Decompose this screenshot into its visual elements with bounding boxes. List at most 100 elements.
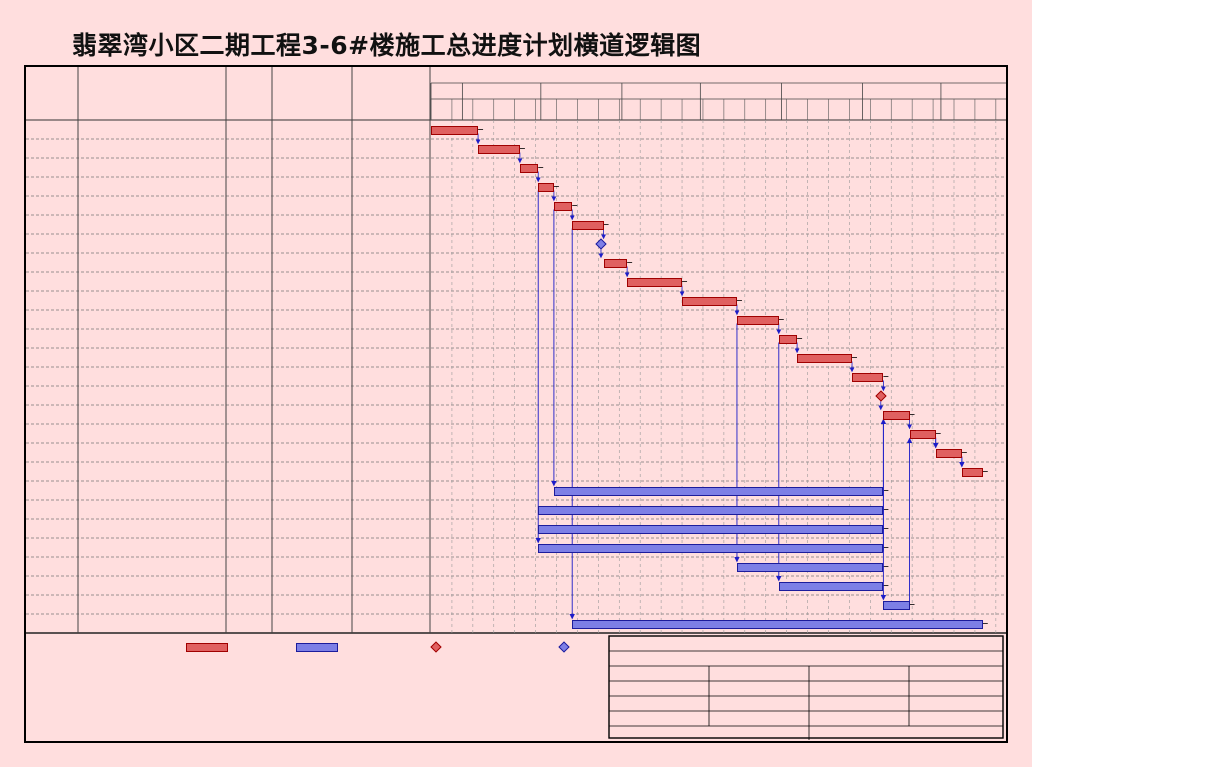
- info-fuze-label: [809, 666, 909, 681]
- task-end: [352, 367, 430, 386]
- info-period-label: [809, 711, 909, 726]
- task-end: [352, 120, 430, 139]
- info-period-value: [909, 711, 1003, 726]
- task-end: [352, 519, 430, 538]
- normal-task-bar: [478, 144, 520, 154]
- task-start: [272, 234, 352, 253]
- task-duration: [226, 367, 272, 386]
- info-jiaodui-label: [609, 711, 709, 726]
- info-start-label: [809, 681, 909, 696]
- task-end: [352, 139, 430, 158]
- task-duration: [226, 253, 272, 272]
- task-start: [272, 310, 352, 329]
- task-start: [272, 595, 352, 614]
- task-start: [272, 481, 352, 500]
- normal-task-bar: [603, 258, 628, 268]
- task-end: [352, 500, 430, 519]
- month-label: [622, 83, 700, 99]
- year-label: [431, 67, 1006, 83]
- chart-page: 翡翠湾小区二期工程3-6#楼施工总进度计划横道逻辑图: [0, 0, 1032, 767]
- month-label: [941, 83, 1006, 99]
- task-end: [352, 595, 430, 614]
- critical-task-bar: [538, 505, 884, 515]
- task-end: [352, 386, 430, 405]
- task-duration: [226, 462, 272, 481]
- task-duration: [226, 614, 272, 633]
- task-duration: [226, 120, 272, 139]
- task-duration: [226, 177, 272, 196]
- month-label: [862, 83, 940, 99]
- task-duration: [226, 215, 272, 234]
- normal-task-bar: [553, 201, 573, 211]
- task-duration: [226, 595, 272, 614]
- month-label: [431, 83, 462, 99]
- task-start: [272, 614, 352, 633]
- critical-task-bar: [778, 581, 884, 591]
- task-duration: [226, 538, 272, 557]
- task-start: [272, 462, 352, 481]
- month-label: [781, 83, 862, 99]
- critical-task-bar: [883, 600, 910, 610]
- task-end: [352, 272, 430, 291]
- normal-task-bar: [682, 296, 737, 306]
- task-duration: [226, 500, 272, 519]
- task-start: [272, 196, 352, 215]
- task-end: [352, 177, 430, 196]
- info-end-label: [809, 696, 909, 711]
- task-end: [352, 424, 430, 443]
- task-end: [352, 538, 430, 557]
- info-company: [609, 651, 1003, 666]
- task-duration: [226, 139, 272, 158]
- task-start: [272, 405, 352, 424]
- legend-normal-bar: [186, 643, 228, 652]
- task-duration: [226, 405, 272, 424]
- task-end: [352, 348, 430, 367]
- task-duration: [226, 329, 272, 348]
- task-end: [352, 158, 430, 177]
- critical-task-bar: [736, 562, 884, 572]
- task-end: [352, 576, 430, 595]
- task-start: [272, 158, 352, 177]
- header-name: [78, 67, 226, 120]
- task-start: [272, 519, 352, 538]
- normal-task-bar: [778, 334, 798, 344]
- gantt-frame: [24, 65, 1008, 743]
- normal-task-bar: [961, 467, 983, 477]
- task-duration: [226, 234, 272, 253]
- normal-task-bar: [736, 315, 779, 325]
- info-bianzhi-label: [609, 666, 709, 681]
- critical-task-bar: [572, 619, 983, 629]
- header-start: [272, 67, 352, 120]
- task-duration: [226, 196, 272, 215]
- task-start: [272, 329, 352, 348]
- info-date: [809, 726, 1003, 740]
- task-start: [272, 253, 352, 272]
- task-end: [352, 310, 430, 329]
- month-label: [700, 83, 781, 99]
- normal-task-bar: [431, 125, 479, 135]
- info-huitu-label: [609, 681, 709, 696]
- task-duration: [226, 481, 272, 500]
- task-end: [352, 234, 430, 253]
- task-start: [272, 348, 352, 367]
- critical-task-bar: [538, 524, 884, 534]
- critical-task-bar: [553, 486, 884, 496]
- task-duration: [226, 424, 272, 443]
- normal-task-bar: [519, 163, 539, 173]
- task-start: [272, 500, 352, 519]
- normal-task-bar: [538, 182, 554, 192]
- task-duration: [226, 272, 272, 291]
- task-end: [352, 196, 430, 215]
- task-duration: [226, 519, 272, 538]
- info-title: [609, 636, 1003, 651]
- normal-task-bar: [909, 429, 936, 439]
- normal-task-bar: [852, 372, 884, 382]
- task-end: [352, 443, 430, 462]
- task-duration: [226, 348, 272, 367]
- task-start: [272, 139, 352, 158]
- task-start: [272, 443, 352, 462]
- legend-critical-bar: [296, 643, 338, 652]
- info-end-value: [909, 696, 1003, 711]
- task-duration: [226, 291, 272, 310]
- task-end: [352, 557, 430, 576]
